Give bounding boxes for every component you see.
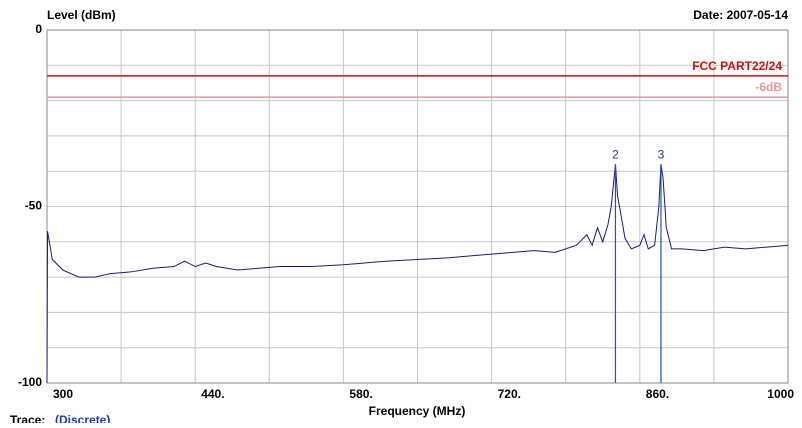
- y-axis-label: Level (dBm): [47, 8, 116, 22]
- x-tick-label: 580.: [349, 387, 372, 401]
- x-tick-label: 1000: [767, 387, 794, 401]
- limit-label: FCC PART22/24: [692, 59, 782, 73]
- x-tick-label: 720.: [498, 387, 521, 401]
- y-tick-label: -50: [25, 199, 43, 213]
- trace-label: Trace:: [10, 413, 45, 423]
- x-axis-label: Frequency (MHz): [369, 404, 466, 418]
- trace-mode: (Discrete): [55, 413, 110, 423]
- marker-label: 3: [658, 147, 665, 161]
- date: Date: 2007-05-14: [693, 8, 788, 22]
- x-tick-label: 300: [53, 387, 73, 401]
- plot-frame: [46, 29, 789, 384]
- x-tick-label: 440.: [201, 387, 224, 401]
- x-tick-label: 860.: [646, 387, 669, 401]
- marker-label: 2: [612, 147, 619, 161]
- limit-label: -6dB: [755, 80, 782, 94]
- y-tick-label: 0: [35, 22, 42, 36]
- y-tick-label: -100: [18, 375, 42, 389]
